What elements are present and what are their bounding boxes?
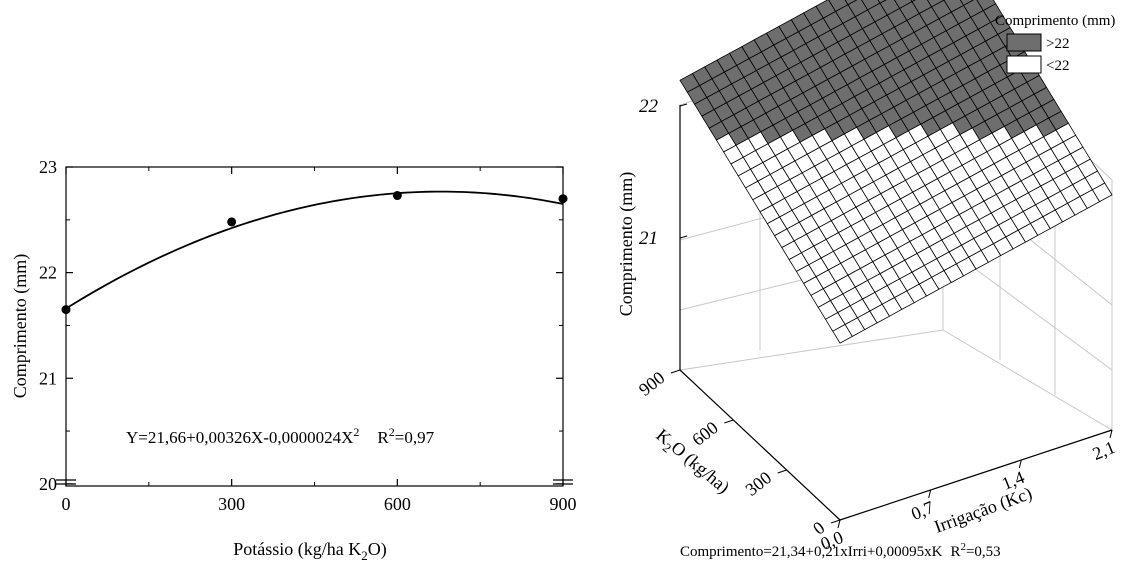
y-tick-label: 23: [39, 157, 57, 177]
x-tick-label: 0: [62, 494, 71, 514]
surface-mesh: [679, 0, 1113, 344]
y-tick-label: 22: [39, 263, 57, 283]
surface-cell: [847, 0, 869, 18]
irrigation-tick: [1018, 459, 1022, 469]
length-tick: [679, 235, 688, 239]
data-point: [392, 191, 402, 201]
legend: Comprimento (mm) >22 <22: [995, 13, 1115, 74]
k2o-tick-label: 600: [688, 417, 722, 449]
legend-swatch-above-22: [1006, 33, 1042, 52]
right-y-axis-label: Comprimento (mm): [616, 172, 637, 316]
surface-cell: [963, 0, 984, 18]
k2o-tick: [670, 369, 681, 374]
surface-cell: [879, 0, 901, 16]
left-y-axis-label: Comprimento (mm): [10, 254, 31, 398]
data-point: [227, 217, 237, 227]
y-tick-label: 21: [39, 368, 57, 388]
length-tick-label: 21: [639, 228, 658, 249]
left-tick-labels: 20 21 22 23 0 300 600 900: [39, 157, 577, 514]
surface-cell: [959, 0, 975, 6]
surface-cell: [910, 0, 916, 3]
surface-cell: [877, 0, 887, 4]
surface-cell: [861, 0, 881, 11]
legend-label-above-22: >22: [1046, 36, 1069, 52]
legend-swatch-below-22: [1006, 55, 1042, 74]
surface-cell: [894, 0, 913, 9]
left-equation: Y=21,66+0,00326X-0,0000024X2 R2=0,97: [126, 425, 435, 447]
surface-cell: [815, 0, 837, 19]
x-tick-label: 600: [384, 494, 411, 514]
x-tick-label: 300: [218, 494, 245, 514]
y-tick-label: 20: [39, 474, 57, 494]
data-point: [558, 194, 568, 204]
left-ticks: [65, 166, 564, 486]
surface-cell: [927, 0, 945, 8]
surface-cell: [976, 0, 997, 12]
irrigation-tick: [837, 519, 841, 529]
x-tick-label: 900: [550, 494, 577, 514]
k2o-tick-label: 300: [742, 467, 776, 499]
k2o-tick: [777, 469, 787, 474]
length-tick: [679, 103, 688, 107]
legend-label-below-22: <22: [1046, 58, 1069, 74]
irrigation-tick-label: 2,1: [1090, 437, 1118, 464]
fit-curve: [65, 190, 564, 310]
surface-cell: [943, 0, 965, 13]
right-equation: Comprimento=21,34+0,21xIrri+0,00095xK R2=…: [680, 541, 1001, 560]
length-tick-label: 22: [639, 96, 659, 117]
surface-cell: [911, 0, 933, 15]
surface-cell: [828, 0, 849, 12]
left-chart: 20 21 22 23 0 300 600 900 Comprimento (mm) Potá…: [10, 157, 577, 563]
left-x-axis-label: Potássio (kg/ha K2O): [233, 539, 387, 563]
irrigation-tick: [1109, 429, 1113, 439]
k2o-tick-label: 900: [635, 367, 669, 399]
right-chart: 21222303006009000,00,71,42,1 Comprimento…: [616, 0, 1118, 560]
k2o-tick: [830, 519, 841, 524]
k2o-tick: [724, 419, 734, 424]
data-points: [61, 191, 568, 315]
right-x-axis-label: Irrigação (Kc): [932, 483, 1035, 538]
legend-title: Comprimento (mm): [995, 13, 1115, 29]
data-point: [61, 305, 71, 315]
surface-cell: [844, 0, 858, 6]
irrigation-tick: [928, 489, 932, 499]
